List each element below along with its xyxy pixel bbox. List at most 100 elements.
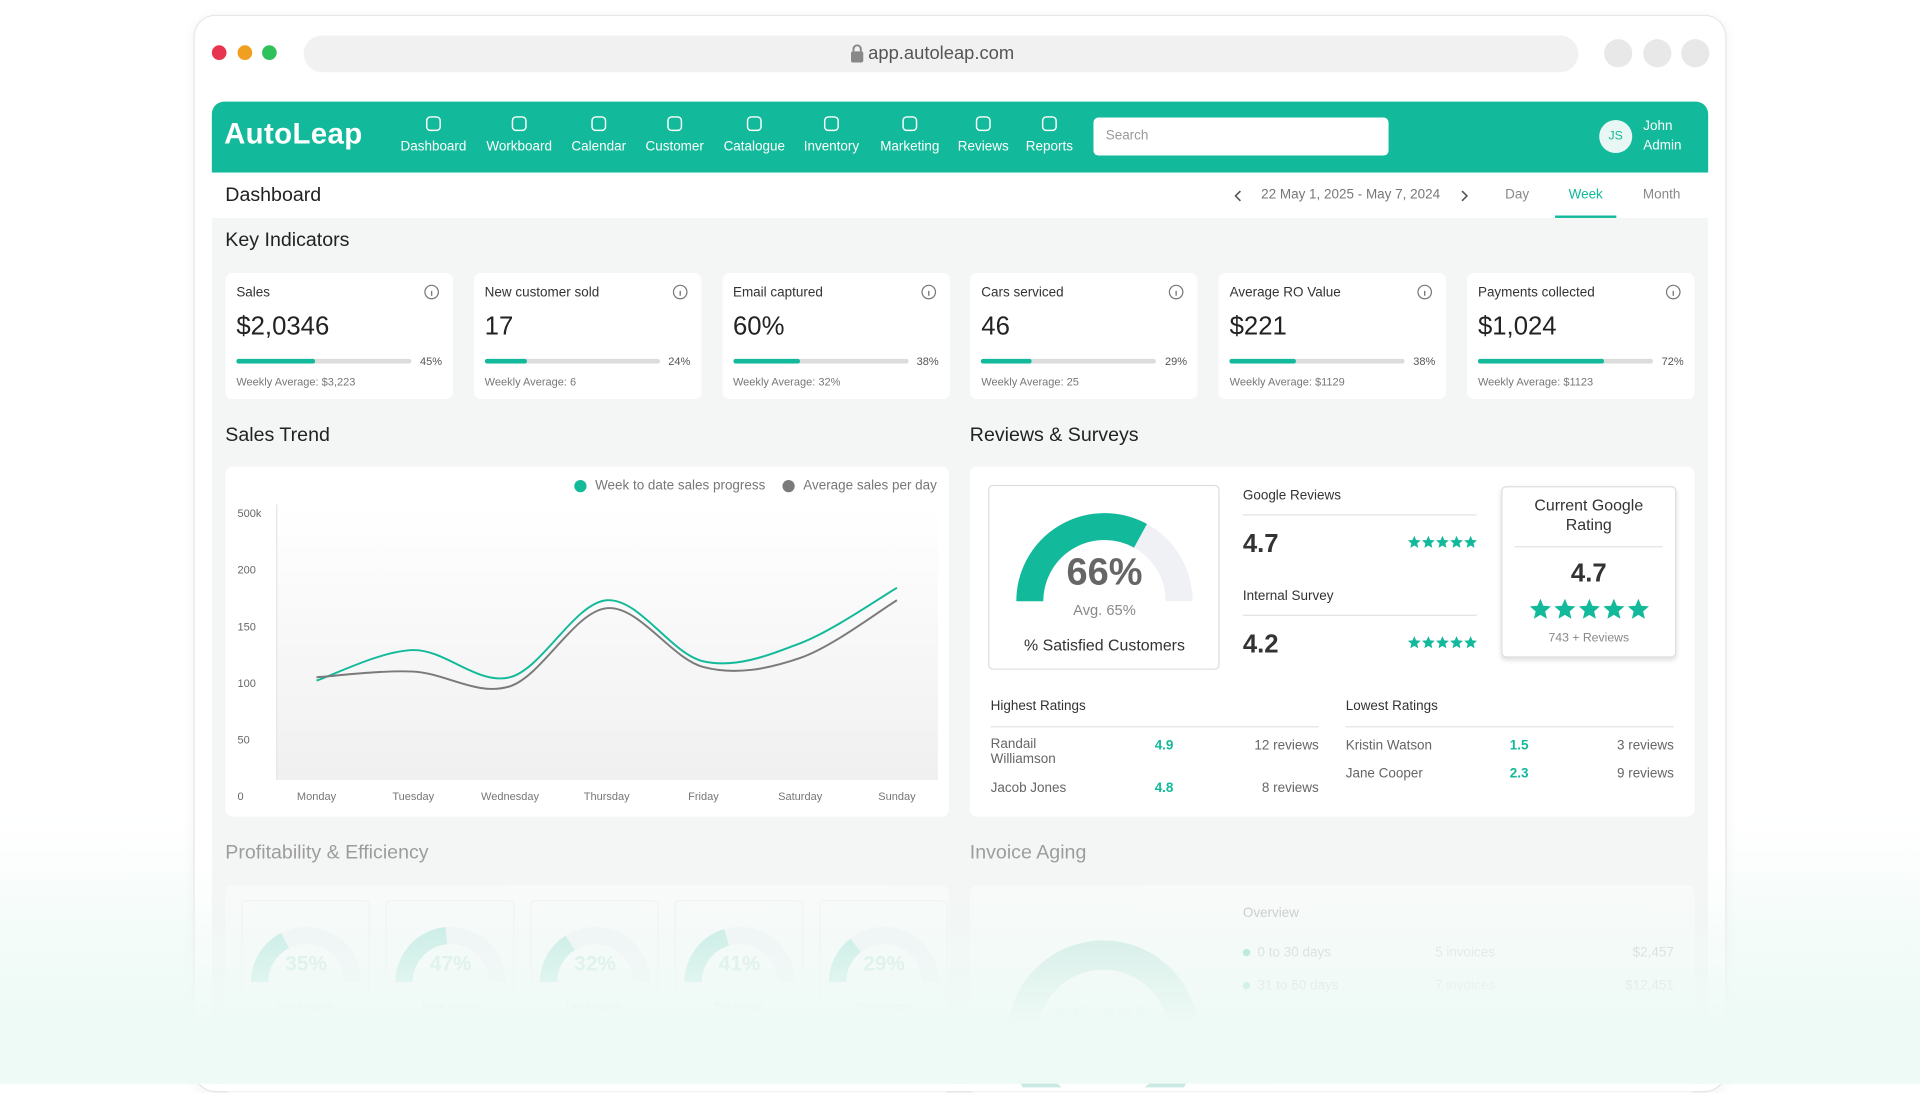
star-icon bbox=[1422, 535, 1435, 548]
divider bbox=[1242, 614, 1477, 616]
gauge-average: Avg. 65% bbox=[1073, 603, 1136, 619]
nav-item[interactable]: Catalogue bbox=[711, 115, 797, 159]
user-last-name: Admin bbox=[1643, 138, 1682, 154]
progress-fill bbox=[1477, 358, 1605, 364]
app-header: AutoLeap Dashboard Workboard Calendar Custom… bbox=[211, 101, 1709, 173]
header-icon[interactable] bbox=[1342, 126, 1362, 146]
rating-value: 4.7 bbox=[1242, 530, 1279, 559]
star-icon bbox=[1450, 535, 1463, 548]
progress-label: 38% bbox=[916, 355, 939, 368]
nav-icon bbox=[591, 116, 607, 132]
gauge-caption: % Satisfied Customers bbox=[1024, 638, 1185, 655]
kpi-card: Email captured 60% 38% Weekly Average: 32% bbox=[721, 273, 950, 400]
info-icon bbox=[1665, 284, 1681, 300]
nav-label: Marketing bbox=[880, 139, 940, 155]
header-icon[interactable] bbox=[1305, 126, 1325, 146]
nav-item[interactable]: Reviews bbox=[940, 115, 1026, 159]
rating-label: Internal Survey bbox=[1242, 588, 1334, 604]
kpi-card: Cars serviced 46 29% Weekly Average: 25 bbox=[970, 273, 1199, 400]
nav-item[interactable]: Inventory bbox=[789, 115, 875, 159]
nav-label: Reviews bbox=[957, 139, 1009, 155]
nav-item[interactable]: Calendar bbox=[556, 115, 642, 159]
nav-item[interactable]: Reports bbox=[1007, 115, 1093, 159]
window-control[interactable] bbox=[236, 45, 252, 61]
header-icon[interactable] bbox=[1193, 126, 1213, 146]
info-circle bbox=[1169, 284, 1184, 300]
header-icon-shape bbox=[1231, 127, 1250, 145]
progress-label: 38% bbox=[1413, 355, 1436, 368]
nav-label: Customer bbox=[645, 139, 704, 155]
header-icon[interactable] bbox=[1267, 126, 1287, 146]
reviews-card: 66% Avg. 65% % Satisfied Customers Google R… bbox=[969, 466, 1695, 817]
kpi-label: Sales bbox=[236, 285, 271, 301]
url-bar: app.autoleap.com bbox=[303, 35, 1579, 73]
nav-item[interactable]: Workboard bbox=[476, 115, 562, 159]
star-icon bbox=[1464, 636, 1477, 649]
star-icon bbox=[1450, 636, 1463, 649]
kpi-label: Cars serviced bbox=[981, 285, 1064, 301]
date-arrow[interactable] bbox=[1460, 190, 1470, 202]
star-icon bbox=[1554, 598, 1576, 619]
header-icon-shape bbox=[1306, 127, 1324, 145]
nav-icon-shape bbox=[511, 116, 527, 132]
progress-label: 24% bbox=[668, 355, 691, 368]
review-count: 8 reviews bbox=[1261, 781, 1319, 796]
nav-label: Dashboard bbox=[400, 139, 467, 155]
fade-overlay bbox=[0, 857, 1920, 1084]
nav-item[interactable]: Customer bbox=[632, 115, 718, 159]
star-icon bbox=[1603, 598, 1625, 619]
nav-label: Catalogue bbox=[723, 139, 785, 155]
google-rating-title: Current Google Rating bbox=[1534, 495, 1644, 534]
window-control[interactable] bbox=[211, 45, 227, 61]
date-arrow[interactable] bbox=[1233, 190, 1243, 202]
view-tab[interactable]: Month bbox=[1642, 187, 1681, 203]
browser-button[interactable] bbox=[1604, 39, 1633, 68]
avatar[interactable]: JS bbox=[1599, 120, 1633, 154]
progress-fill bbox=[484, 358, 527, 364]
progress-fill bbox=[1229, 358, 1297, 364]
browser-button[interactable] bbox=[1681, 39, 1710, 68]
x-tick-label: Tuesday bbox=[392, 791, 434, 803]
line-chart: 0 50 100 150 200 500k Monday Tuesday Wednesday Th… bbox=[238, 478, 938, 803]
info-icon bbox=[672, 284, 688, 300]
kpi-label: Email captured bbox=[732, 285, 823, 301]
nav-label: Reports bbox=[1025, 139, 1073, 155]
nav-icon-shape bbox=[902, 116, 918, 132]
kpi-card: New customer sold 17 24% Weekly Average: 6 bbox=[473, 273, 702, 400]
progress-bg bbox=[484, 358, 660, 364]
nav-icon bbox=[902, 116, 918, 132]
nav-icon bbox=[426, 116, 441, 132]
satisfaction-gauge: 66% Avg. 65% % Satisfied Customers bbox=[1016, 513, 1193, 655]
window-control[interactable] bbox=[262, 45, 277, 61]
reviewer-rating: 1.5 bbox=[1509, 738, 1529, 754]
nav-icon bbox=[823, 116, 839, 132]
reviewer-name: Jacob Jones bbox=[990, 781, 1067, 796]
kpi-value: $1,024 bbox=[1477, 312, 1557, 341]
star-rating bbox=[1407, 535, 1477, 548]
x-tick-label: Saturday bbox=[778, 791, 823, 803]
chevron bbox=[1461, 190, 1469, 202]
progress-track bbox=[1229, 358, 1405, 364]
search-input[interactable]: Search bbox=[1093, 117, 1389, 156]
divider bbox=[990, 726, 1319, 728]
nav-label: Inventory bbox=[803, 139, 860, 155]
x-tick-label: Friday bbox=[688, 791, 719, 803]
header-icon-shape bbox=[1343, 127, 1361, 145]
section-title: Key Indicators bbox=[225, 230, 350, 252]
kpi-footer: Weekly Average: 25 bbox=[981, 375, 1079, 389]
view-tab[interactable]: Week bbox=[1555, 173, 1617, 218]
kpi-footer: Weekly Average: $3,223 bbox=[236, 375, 356, 389]
nav-icon-shape bbox=[1041, 116, 1057, 132]
nav-item[interactable]: Marketing bbox=[867, 115, 953, 159]
nav-item[interactable]: Dashboard bbox=[391, 115, 477, 159]
series-line bbox=[316, 599, 898, 690]
browser-button[interactable] bbox=[1643, 39, 1672, 68]
view-tab[interactable]: Day bbox=[1505, 187, 1530, 203]
header-icon[interactable] bbox=[1231, 126, 1251, 146]
kpi-card: Sales $2,0346 45% Weekly Average: $3,223 bbox=[225, 273, 454, 400]
nav-icon-shape bbox=[426, 116, 441, 132]
logo: AutoLeap bbox=[224, 117, 363, 151]
progress-track bbox=[484, 358, 660, 364]
kpi-value: 17 bbox=[484, 312, 514, 341]
